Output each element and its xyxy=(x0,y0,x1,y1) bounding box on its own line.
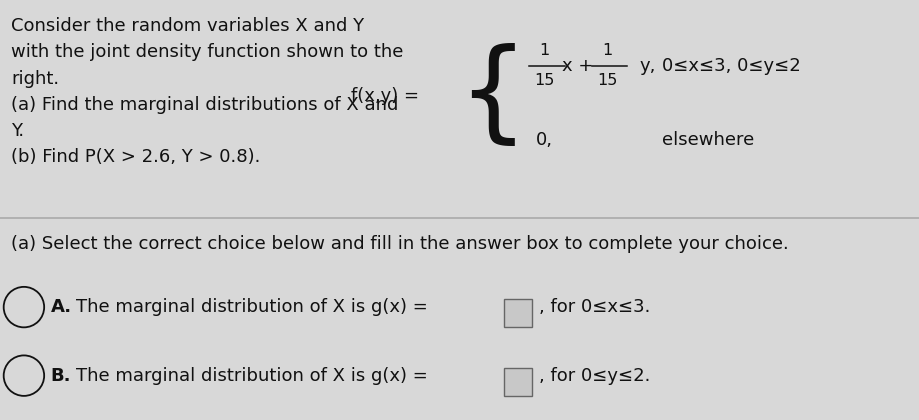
Text: f(x,y) =: f(x,y) = xyxy=(350,87,418,105)
Text: 1: 1 xyxy=(601,43,612,58)
Text: B.: B. xyxy=(51,367,71,385)
Text: elsewhere: elsewhere xyxy=(662,131,754,149)
Text: Consider the random variables X and Y: Consider the random variables X and Y xyxy=(11,17,364,35)
Text: (b) Find P(X > 2.6, Y > 0.8).: (b) Find P(X > 2.6, Y > 0.8). xyxy=(11,148,260,166)
Text: , for 0≤x≤3.: , for 0≤x≤3. xyxy=(539,298,650,316)
Text: A.: A. xyxy=(51,298,72,316)
Bar xyxy=(504,299,531,327)
Text: Y.: Y. xyxy=(11,122,24,140)
Text: (a) Select the correct choice below and fill in the answer box to complete your : (a) Select the correct choice below and … xyxy=(11,234,788,252)
Bar xyxy=(504,368,531,396)
Text: (a) Find the marginal distributions of X and: (a) Find the marginal distributions of X… xyxy=(11,96,398,114)
Text: , for 0≤y≤2.: , for 0≤y≤2. xyxy=(539,367,650,385)
Text: x +: x + xyxy=(562,57,593,74)
Text: y,: y, xyxy=(639,57,655,74)
Text: 0,: 0, xyxy=(536,131,552,149)
Text: right.: right. xyxy=(11,70,59,88)
Text: 15: 15 xyxy=(534,74,554,88)
Text: 1: 1 xyxy=(539,43,550,58)
Text: The marginal distribution of X is g(x) =: The marginal distribution of X is g(x) = xyxy=(76,367,427,385)
Text: 15: 15 xyxy=(596,74,617,88)
Text: with the joint density function shown to the: with the joint density function shown to… xyxy=(11,43,403,61)
Text: 0≤x≤3, 0≤y≤2: 0≤x≤3, 0≤y≤2 xyxy=(662,57,800,74)
Text: The marginal distribution of X is g(x) =: The marginal distribution of X is g(x) = xyxy=(76,298,427,316)
Text: {: { xyxy=(457,42,527,150)
